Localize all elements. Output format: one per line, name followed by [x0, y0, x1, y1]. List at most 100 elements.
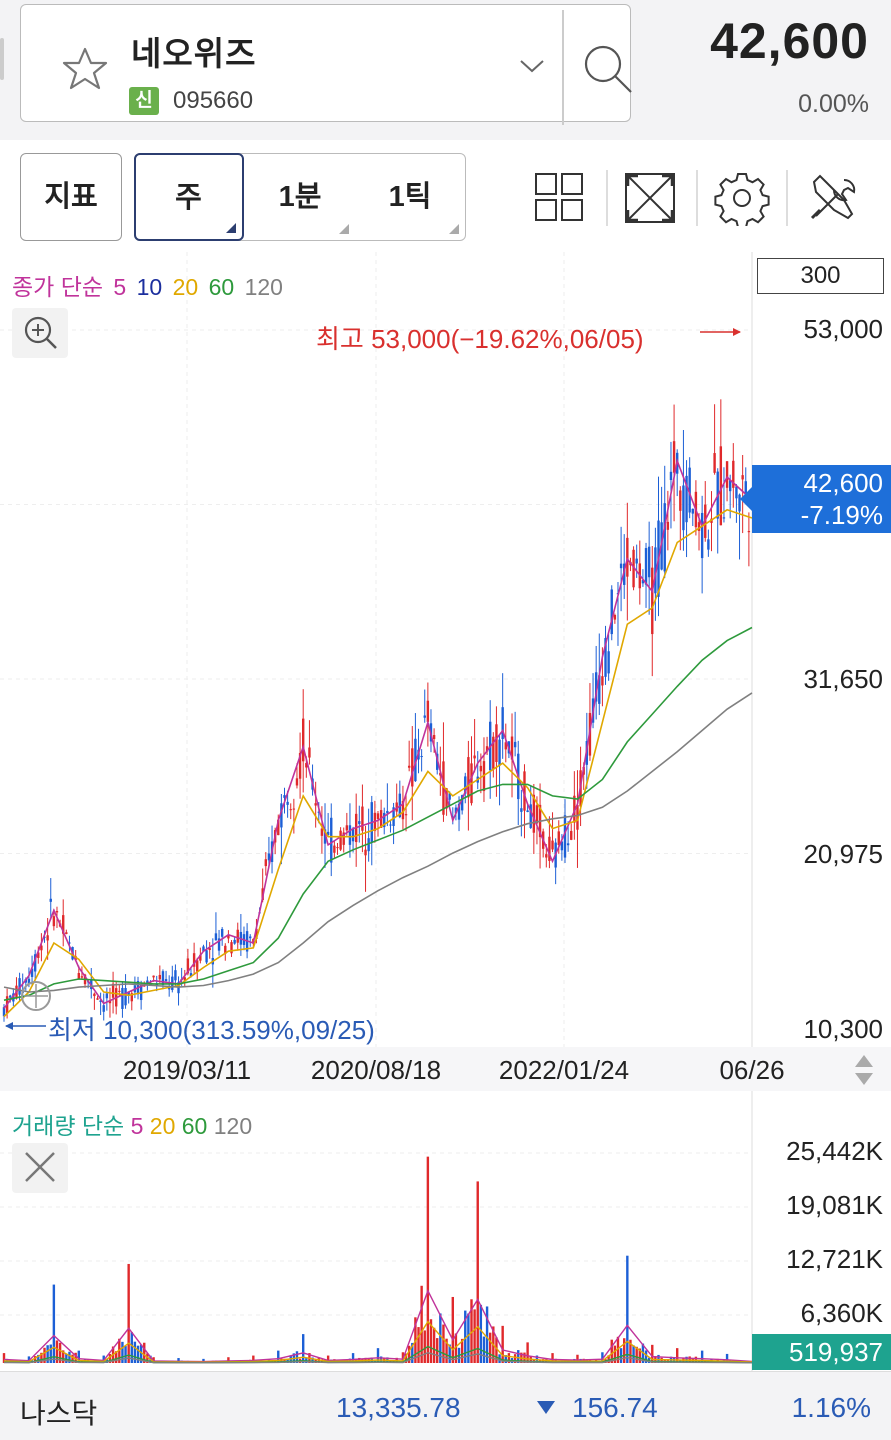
candle-body: [563, 815, 567, 858]
candle-body: [404, 814, 408, 816]
drawer-handle[interactable]: [0, 38, 4, 80]
volume-bar: [77, 1350, 80, 1363]
chevron-down-icon[interactable]: [519, 57, 545, 75]
candle-body: [27, 978, 31, 985]
candle-body: [196, 960, 199, 972]
candle-body: [401, 800, 405, 820]
candle-body: [348, 825, 352, 845]
candle-body: [735, 486, 738, 499]
stock-selector[interactable]: 네오위즈 신 095660: [20, 4, 632, 125]
candle-body: [501, 707, 504, 739]
index-change: 156.74: [572, 1392, 658, 1423]
candle-body: [532, 794, 536, 833]
candle-body: [426, 700, 430, 722]
candle-body: [202, 946, 205, 952]
candle-body: [127, 991, 130, 995]
tools-icon[interactable]: [806, 170, 862, 226]
candle-body: [289, 809, 292, 811]
ma-line-60: [3, 626, 753, 1001]
volume-bar: [311, 1357, 314, 1363]
candle-body: [464, 776, 467, 794]
candle-body: [666, 521, 670, 530]
low-marker-arrow: [5, 1022, 13, 1030]
legend-ma120: 120: [213, 1113, 253, 1139]
volume-bar: [626, 1255, 629, 1363]
y-tick-label: 20,975: [803, 839, 883, 869]
candle-body: [12, 993, 15, 1002]
candle-body: [570, 830, 573, 840]
x-tick-label: 2019/03/11: [122, 1055, 252, 1085]
index-name: 나스닥: [20, 1398, 98, 1429]
volume-bar: [277, 1350, 280, 1363]
volume-bar: [55, 1340, 59, 1363]
period-1min-button[interactable]: 1분: [245, 154, 355, 240]
bar-count-input[interactable]: 300: [757, 258, 884, 294]
indicator-button[interactable]: 지표: [20, 153, 122, 241]
volume-bar: [451, 1296, 454, 1363]
candle-body: [108, 1000, 112, 1004]
candle-body: [317, 811, 320, 813]
period-week-button[interactable]: 주: [133, 152, 244, 241]
zoom-in-icon[interactable]: [12, 308, 68, 358]
volume-bar: [485, 1306, 489, 1363]
candle-body: [224, 945, 227, 954]
volume-chart[interactable]: 거래량 단순 5 20 60 120 25,442K 19,081K 12,72…: [0, 1091, 891, 1371]
volume-bar: [133, 1341, 137, 1363]
volume-bar: [49, 1344, 52, 1363]
candle-body: [130, 993, 133, 1002]
candle-body: [361, 806, 364, 831]
price-chart[interactable]: 종가 단순 5 10 20 60 120 300 최고 53,000(−19.6…: [0, 252, 891, 1047]
fullscreen-icon[interactable]: [622, 170, 678, 226]
volume-chart-plot[interactable]: [0, 1091, 891, 1371]
candle-body: [498, 739, 501, 766]
close-icon[interactable]: [12, 1143, 68, 1193]
volume-bar: [470, 1299, 473, 1363]
candle-body: [635, 558, 638, 564]
grid-layout-icon[interactable]: [532, 170, 588, 226]
volume-bar: [33, 1356, 37, 1363]
x-axis[interactable]: 2019/03/11 2020/08/18 2022/01/24 06/26: [0, 1047, 891, 1091]
volume-bar: [302, 1334, 305, 1363]
candle-body: [214, 933, 218, 941]
resize-handle-icon[interactable]: [853, 1053, 875, 1087]
candle-body: [738, 494, 741, 512]
candle-body: [189, 973, 193, 977]
candle-body: [302, 718, 305, 762]
candle-body: [725, 461, 729, 488]
candle-body: [186, 958, 190, 974]
legend-ma60: 60: [181, 1113, 208, 1139]
candle-body: [161, 971, 165, 985]
volume-bar: [501, 1325, 504, 1363]
candle-body: [351, 829, 355, 842]
candle-body: [523, 771, 526, 811]
index-ticker[interactable]: 나스닥 13,335.78 156.74 1.16%: [0, 1371, 891, 1440]
volume-bar: [464, 1310, 467, 1363]
volume-ma120-line: [3, 1351, 753, 1364]
volume-bar: [632, 1345, 635, 1363]
volume-bar: [489, 1332, 492, 1363]
candle-body: [118, 990, 121, 992]
star-icon[interactable]: [59, 45, 111, 93]
candle-body: [49, 898, 52, 902]
candle-body: [392, 807, 395, 827]
volume-bar: [448, 1344, 451, 1363]
gear-icon[interactable]: [714, 170, 770, 226]
high-marker-arrow: [733, 328, 741, 336]
candle-body: [255, 928, 258, 939]
volume-bar: [407, 1345, 411, 1363]
search-icon[interactable]: [581, 43, 635, 95]
volume-bar: [74, 1352, 77, 1363]
candle-body: [641, 579, 645, 584]
volume-bar: [629, 1339, 632, 1363]
candle-body: [65, 932, 68, 935]
candle-body: [96, 998, 99, 1000]
price-chart-plot[interactable]: [0, 252, 891, 1047]
candle-body: [93, 993, 96, 997]
volume-legend: 거래량 단순 5 20 60 120: [12, 1107, 252, 1141]
volume-bar: [65, 1354, 68, 1363]
x-tick-label: 06/26: [719, 1055, 785, 1085]
period-1tick-button[interactable]: 1틱: [355, 154, 465, 240]
volume-bar: [616, 1336, 620, 1363]
candle-body: [545, 854, 548, 858]
candle-body: [364, 849, 367, 856]
